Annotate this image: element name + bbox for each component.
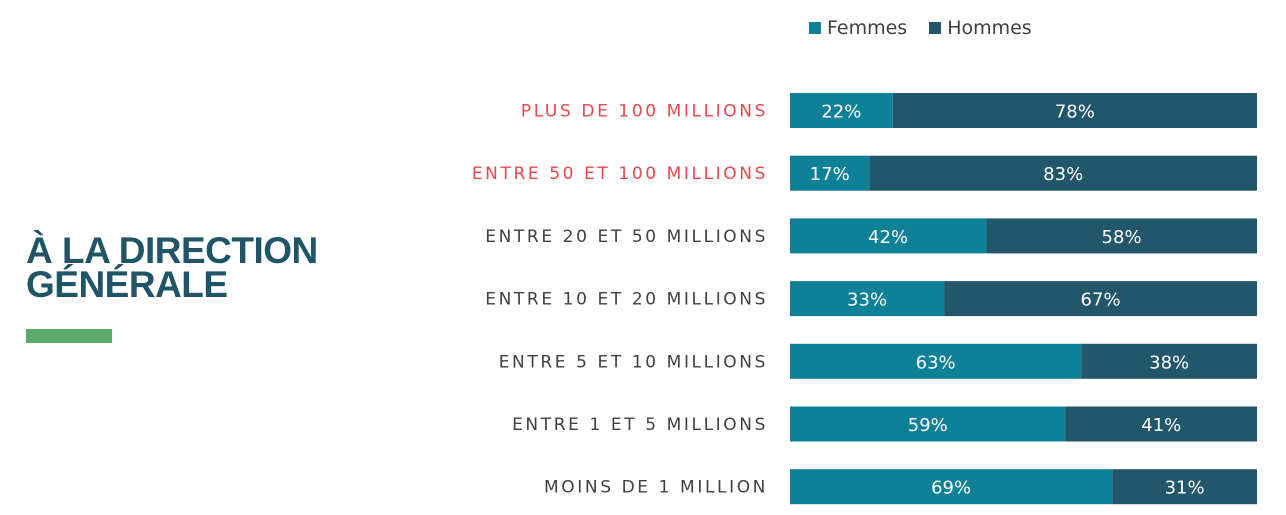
bar-segment-hommes [869,155,1257,191]
legend-item-hommes: Hommes [929,17,1032,39]
category-label: MOINS DE 1 MILLION [544,478,768,498]
bar-segment-femmes [790,343,1082,379]
category-label: PLUS DE 100 MILLIONS [521,102,768,122]
data-label-hommes: 38% [1149,352,1189,373]
category-label: ENTRE 10 ET 20 MILLIONS [485,290,768,310]
title-accent-bar [26,329,112,343]
bar-segment-femmes [790,469,1113,505]
data-label-hommes: 67% [1081,290,1121,311]
data-label-femmes: 63% [916,352,956,373]
data-label-hommes: 83% [1043,164,1083,185]
bar-row: MOINS DE 1 MILLION 69% 31% [544,469,1257,505]
bar-row: ENTRE 10 ET 20 MILLIONS 33% 67% [485,281,1257,317]
data-label-femmes: 59% [908,415,948,436]
bar-segment-hommes [1065,406,1257,442]
bar-segment-hommes [944,281,1257,317]
data-label-hommes: 31% [1165,478,1205,499]
legend-swatch-femmes [809,22,821,34]
title-line-1: À LA DIRECTION [26,230,318,271]
data-label-femmes: 22% [821,102,861,123]
bar-segment-hommes [986,218,1257,254]
legend-item-femmes: Femmes [809,17,907,39]
data-label-hommes: 41% [1141,415,1181,436]
category-label: ENTRE 50 ET 100 MILLIONS [472,164,768,184]
bar-row: ENTRE 50 ET 100 MILLIONS 17% 83% [472,155,1257,191]
bar-segment-femmes [790,406,1066,442]
bar-segment-femmes [790,218,987,254]
legend-label-hommes: Hommes [947,17,1032,39]
data-label-femmes: 33% [847,290,887,311]
legend-swatch-hommes [929,22,942,34]
category-label: ENTRE 20 ET 50 MILLIONS [485,227,768,247]
bar-segment-hommes [1112,469,1257,505]
bar-segment-femmes [790,281,945,317]
title-line-2: GÉNÉRALE [26,264,228,305]
data-label-hommes: 78% [1055,102,1095,123]
bar-segment-femmes [790,93,893,128]
bar-row: ENTRE 5 ET 10 MILLIONS 63% 38% [499,343,1257,379]
data-label-femmes: 17% [810,164,850,185]
legend-label-femmes: Femmes [827,17,908,39]
chart-legend: Femmes Hommes [809,17,1054,39]
bar-segment-hommes [892,93,1257,128]
data-label-femmes: 42% [868,227,908,248]
bar-row: PLUS DE 100 MILLIONS 22% 78% [521,93,1257,128]
page-title: À LA DIRECTION GÉNÉRALE [26,230,318,305]
bar-row: ENTRE 20 ET 50 MILLIONS 42% 58% [485,218,1257,254]
bar-segment-hommes [1081,343,1257,379]
category-label: ENTRE 5 ET 10 MILLIONS [499,352,768,372]
data-label-femmes: 69% [931,478,971,499]
bar-segment-femmes [790,155,870,191]
category-label: ENTRE 1 ET 5 MILLIONS [512,415,768,435]
data-label-hommes: 58% [1102,227,1142,248]
bar-row: ENTRE 1 ET 5 MILLIONS 59% 41% [512,406,1257,442]
